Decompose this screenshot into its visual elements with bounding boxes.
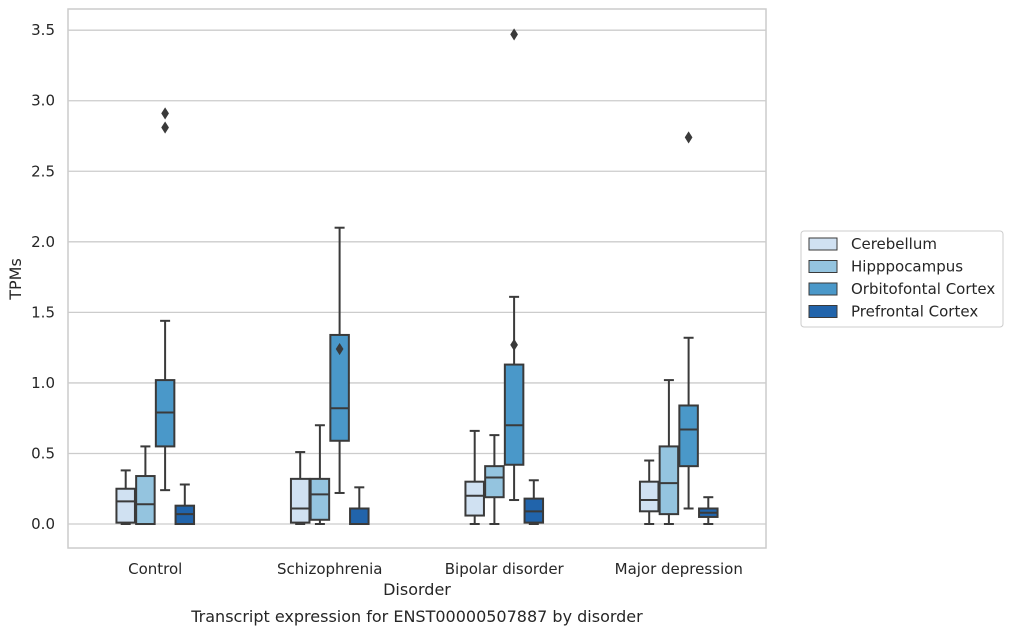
outlier-point — [684, 131, 693, 144]
box-body — [349, 507, 370, 526]
x-tick-label: Major depression — [615, 560, 743, 578]
legend: Cerebellum Hipppocampus Orbitofontal Corte… — [800, 230, 1004, 328]
y-tick-labels: 0.0 0.5 1.0 1.5 2.0 2.5 3.0 3.5 — [31, 21, 55, 533]
box-3-3 — [698, 496, 719, 526]
box-2-1 — [484, 434, 505, 526]
chart-title: Transcript expression for ENST0000050788… — [190, 607, 643, 626]
x-tick-labels: Control Schizophrenia Bipolar disorder Majo… — [128, 560, 743, 578]
y-tick-label: 2.5 — [31, 162, 55, 180]
box-1-3 — [349, 486, 370, 526]
box-body — [638, 480, 660, 513]
box-2-3 — [523, 479, 545, 526]
legend-label: Hipppocampus — [851, 258, 963, 276]
outlier-point — [510, 338, 518, 351]
box-3-2 — [678, 131, 699, 510]
legend-label: Orbitofontal Cortex — [851, 280, 995, 298]
box-1-0 — [289, 451, 311, 526]
box-body — [309, 477, 331, 521]
box-body — [658, 445, 680, 516]
box-3-0 — [638, 459, 660, 526]
box-body — [484, 465, 505, 499]
box-body — [464, 480, 485, 517]
y-tick-label: 1.5 — [31, 303, 55, 321]
legend-swatch — [808, 237, 838, 251]
box-1-2 — [329, 226, 350, 494]
box-3-1 — [658, 379, 680, 526]
x-tick-label: Control — [128, 560, 182, 578]
outlier-point — [510, 28, 518, 41]
outlier-point — [161, 107, 169, 120]
y-tick-label: 3.5 — [31, 21, 55, 39]
legend-swatch — [808, 260, 838, 273]
x-tick-label: Schizophrenia — [277, 560, 382, 578]
legend-swatch — [808, 305, 838, 318]
legend-label: Prefrontal Cortex — [851, 303, 978, 321]
x-tick-label: Bipolar disorder — [445, 560, 565, 578]
gridlines — [68, 29, 766, 525]
plot-frame — [67, 8, 767, 549]
box-body — [135, 475, 156, 526]
y-tick-label: 0.5 — [31, 444, 55, 462]
y-tick-label: 0.0 — [31, 515, 55, 533]
y-tick-label: 1.0 — [31, 374, 55, 392]
outlier-point — [335, 342, 344, 356]
box-0-0 — [115, 469, 136, 526]
boxes-layer — [115, 28, 719, 526]
box-2-2 — [503, 28, 525, 502]
box-0-1 — [135, 445, 156, 526]
box-body — [289, 477, 311, 524]
box-body — [115, 487, 136, 524]
legend-label: Cerebellum — [851, 235, 937, 253]
box-2-0 — [464, 429, 485, 526]
box-0-3 — [174, 483, 196, 526]
box-body — [503, 363, 525, 466]
box-body — [678, 404, 699, 468]
y-tick-label: 3.0 — [31, 92, 55, 110]
y-tick-label: 2.0 — [31, 233, 55, 251]
box-body — [329, 333, 350, 442]
box-0-2 — [154, 107, 176, 492]
legend-swatch — [808, 282, 838, 296]
legend-frame — [800, 230, 1004, 328]
x-axis-title: Disorder — [383, 580, 451, 599]
box-1-1 — [309, 424, 331, 526]
outlier-point — [161, 121, 169, 134]
y-axis-title: TPMs — [6, 258, 25, 301]
